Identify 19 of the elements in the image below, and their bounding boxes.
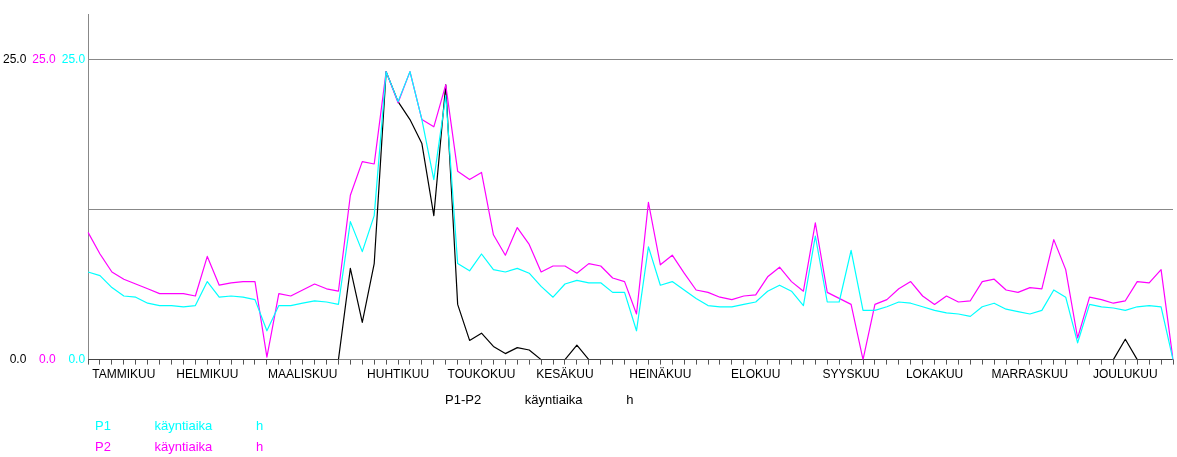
x-tick-label: MAALISKUU — [267, 367, 338, 382]
x-tick-label: LOKAKUU — [905, 367, 964, 382]
x-tick-label: SYYSKUU — [822, 367, 880, 382]
x-tick-label: KESÄKUU — [536, 367, 594, 382]
x-tick-label: TOUKOKUU — [447, 367, 516, 382]
text: P1 käyntiaika h — [95, 418, 264, 433]
x-tick-label: HUHTIKUU — [367, 367, 430, 382]
x-tick-label: HELMIKUU — [176, 367, 239, 382]
x-tick-label: TAMMIKUU — [92, 367, 156, 382]
x-tick-label: HEINÄKUU — [629, 367, 692, 382]
y3-tick-label: 0.0 — [9, 351, 27, 366]
text: P1-P2 käyntiaika h — [445, 392, 634, 407]
x-tick-label: JOULUKUU — [1092, 367, 1158, 382]
text: P2 käyntiaika h — [95, 439, 264, 454]
y3-tick-label: 25.0 — [3, 51, 27, 66]
y2-tick-label: 0.0 — [68, 351, 86, 366]
x-tick-label: MARRASKUU — [991, 367, 1069, 382]
x-tick-label: ELOKUU — [731, 367, 781, 382]
y2-tick-label: 25.0 — [61, 51, 86, 66]
